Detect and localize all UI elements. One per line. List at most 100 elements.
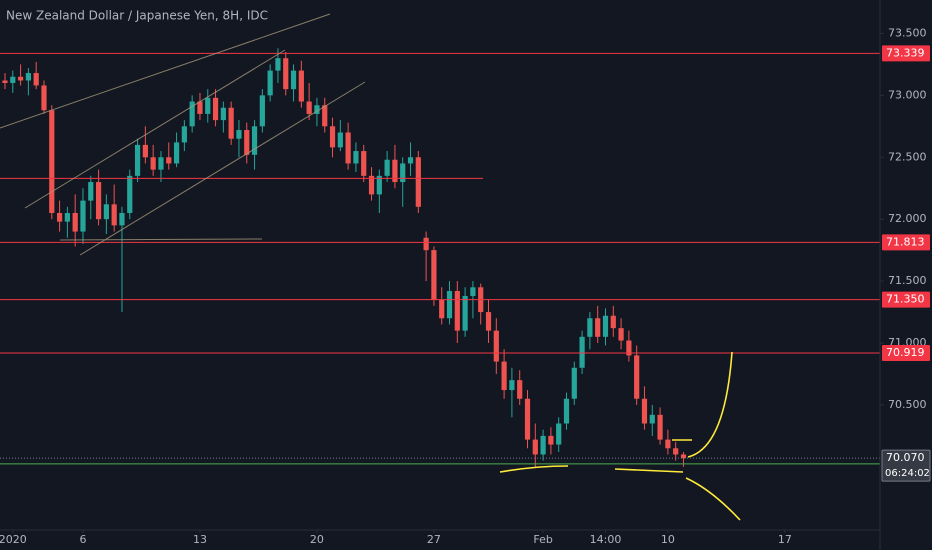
candle-body xyxy=(501,361,507,391)
candle-body xyxy=(470,287,476,296)
level-label-box xyxy=(882,234,930,251)
candle-body xyxy=(283,58,289,90)
candle-body xyxy=(298,70,304,102)
candle-body xyxy=(306,101,312,114)
candle-body xyxy=(634,355,640,399)
candle-body xyxy=(181,126,187,143)
candle-body xyxy=(314,105,320,114)
candle-body xyxy=(189,101,195,127)
x-tick-label: 17 xyxy=(778,533,792,546)
candle-body xyxy=(400,163,406,183)
yellow-drawings xyxy=(499,351,741,521)
candle-body xyxy=(150,157,156,170)
current-price-label: 70.070 xyxy=(886,451,925,464)
candle-body xyxy=(127,175,133,213)
candle-body xyxy=(197,101,203,114)
candle-body xyxy=(548,435,554,445)
candle-body xyxy=(220,107,226,121)
x-tick-label: 27 xyxy=(427,533,441,546)
candle-body xyxy=(353,151,359,164)
candle-body xyxy=(259,95,265,127)
candle-body xyxy=(618,328,624,341)
candle-body xyxy=(454,291,460,331)
candle-body xyxy=(485,312,492,331)
candle-body xyxy=(158,157,164,170)
candle-body xyxy=(579,336,585,368)
candle-body xyxy=(275,58,281,71)
trend-line xyxy=(24,49,286,209)
candle-body xyxy=(166,157,172,164)
candle-body xyxy=(10,76,16,83)
candle-body xyxy=(345,132,351,164)
y-tick-label: 71.500 xyxy=(888,274,927,287)
y-tick-label: 73.000 xyxy=(888,88,927,101)
candle-body xyxy=(49,110,55,213)
candle-body xyxy=(423,237,429,251)
x-tick-label: 13 xyxy=(193,533,207,546)
candle-body xyxy=(251,126,258,155)
candle-body xyxy=(212,97,219,121)
candle-body xyxy=(64,212,70,222)
candle-body xyxy=(649,414,655,424)
curve xyxy=(687,351,733,458)
level-label-box xyxy=(882,45,930,62)
candle-body xyxy=(641,398,648,424)
chart-title: New Zealand Dollar / Japanese Yen, 8H, I… xyxy=(6,9,268,23)
candle-body xyxy=(56,212,63,222)
candle-body xyxy=(431,250,437,300)
level-label-box xyxy=(882,345,930,362)
drawings xyxy=(0,13,366,256)
trend-line xyxy=(0,13,331,129)
candle-body xyxy=(446,291,453,319)
candle-body xyxy=(595,318,601,337)
trend-line xyxy=(79,81,366,256)
candle-body xyxy=(80,200,86,232)
y-tick-label: 72.000 xyxy=(888,212,927,225)
x-tick-label: 6 xyxy=(79,533,86,546)
candle-body xyxy=(532,439,538,455)
candle-body xyxy=(103,204,109,220)
y-tick-label: 72.500 xyxy=(888,150,927,163)
x-tick-label: 10 xyxy=(661,533,675,546)
candle-body xyxy=(556,423,562,445)
level-label: 70.919 xyxy=(886,346,925,359)
level-label: 73.339 xyxy=(886,46,925,59)
candle-body xyxy=(376,175,382,195)
candle-body xyxy=(540,435,546,455)
curve xyxy=(685,477,741,521)
candle-body xyxy=(407,157,414,164)
candle-body xyxy=(392,159,398,183)
candle-body xyxy=(361,151,367,176)
candle-body xyxy=(673,448,679,455)
candle-body xyxy=(657,414,663,440)
y-tick-label: 70.500 xyxy=(888,398,927,411)
candle-body xyxy=(119,212,125,226)
trend-line xyxy=(59,238,263,241)
candle-body xyxy=(626,340,632,356)
candle-body xyxy=(680,454,687,459)
candle-body xyxy=(439,299,445,319)
candle-body xyxy=(290,70,297,90)
candle-body xyxy=(17,76,24,81)
candle-body xyxy=(524,398,531,440)
candle-body xyxy=(236,130,242,139)
candle-body xyxy=(111,204,117,226)
candle-body xyxy=(95,182,102,220)
current-price-box xyxy=(881,449,931,482)
candle-body xyxy=(509,380,515,391)
level-label: 71.350 xyxy=(886,293,925,306)
candle-body xyxy=(322,105,328,127)
x-tick-label: 14:00 xyxy=(590,533,622,546)
candle-body xyxy=(462,295,468,331)
x-tick-label: 2020 xyxy=(0,533,27,546)
candle-body xyxy=(517,380,523,399)
candle-body xyxy=(563,398,570,424)
x-tick-label: Feb xyxy=(533,533,552,546)
candle-body xyxy=(228,107,234,139)
candle-body xyxy=(33,73,39,86)
candle-body xyxy=(25,73,31,81)
candle-body xyxy=(493,330,499,362)
candle-body xyxy=(88,182,94,201)
